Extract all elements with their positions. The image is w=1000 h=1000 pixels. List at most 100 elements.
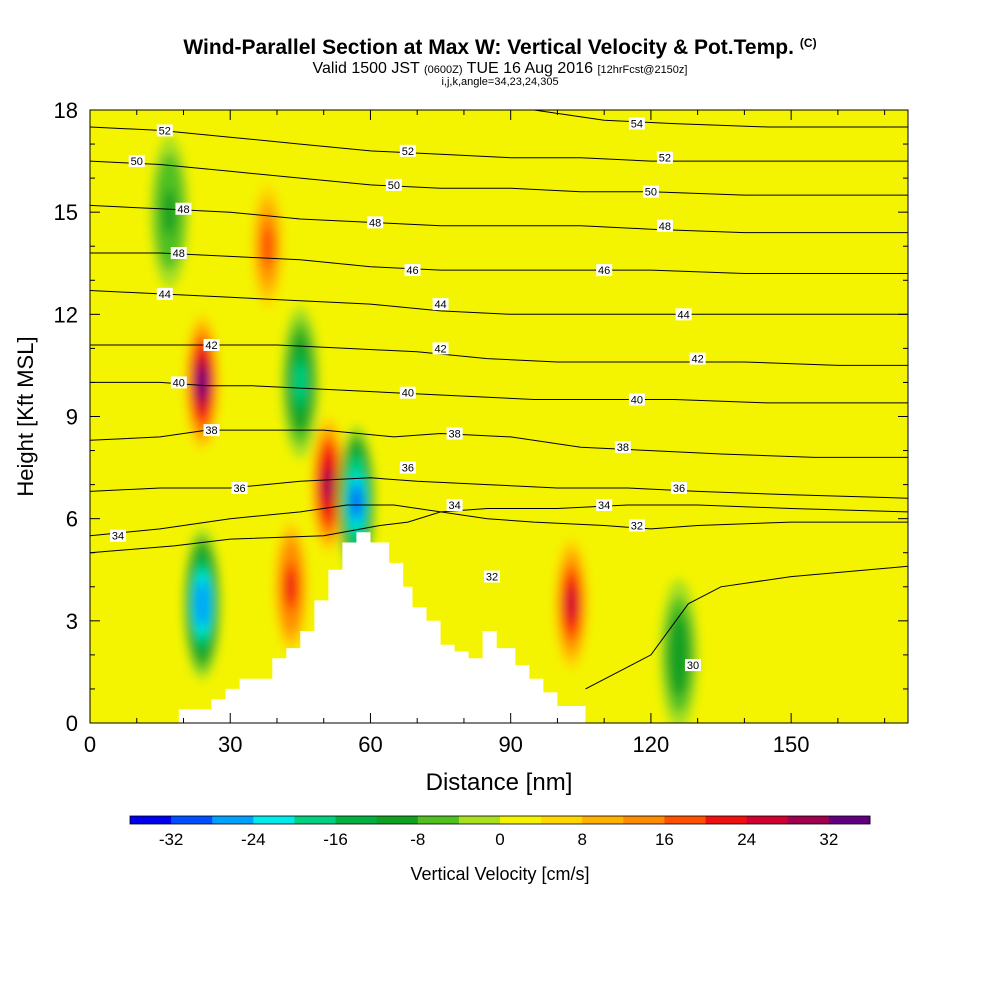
y-tick-label-0: 0 bbox=[66, 711, 78, 736]
colorbar-segment-4 bbox=[294, 816, 336, 824]
contour-label-32: 32 bbox=[631, 520, 643, 532]
downdraft-core-9 bbox=[162, 188, 177, 236]
theta-contour-44 bbox=[90, 290, 908, 315]
chart-subtitle-indices: i,j,k,angle=34,23,24,305 bbox=[441, 76, 559, 88]
contour-label-17: 38 bbox=[448, 429, 460, 441]
contour-label-20: 32 bbox=[486, 572, 498, 584]
contour-label-10: 52 bbox=[402, 146, 414, 158]
contour-label-27: 42 bbox=[692, 354, 704, 366]
contour-label-12: 48 bbox=[369, 217, 381, 229]
colorbar-label: Vertical Velocity [cm/s] bbox=[410, 864, 589, 884]
downdraft-core-8 bbox=[671, 631, 686, 679]
colorbar-segment-3 bbox=[253, 816, 295, 824]
contour-label-33: 30 bbox=[687, 660, 699, 672]
contour-label-9: 34 bbox=[112, 531, 124, 543]
y-tick-label-9: 9 bbox=[66, 405, 78, 430]
contour-label-bg-21 bbox=[628, 117, 645, 130]
contour-label-bg-16 bbox=[399, 386, 416, 399]
contour-label-bg-22 bbox=[656, 151, 673, 164]
contour-label-0: 52 bbox=[159, 125, 171, 137]
colorbar-segment-16 bbox=[787, 816, 830, 824]
theta-contour-50 bbox=[90, 160, 908, 196]
contour-label-bg-29 bbox=[614, 441, 631, 454]
x-axis-label: Distance [nm] bbox=[426, 769, 573, 796]
theta-contour-30 bbox=[585, 565, 908, 690]
downdraft-core-5 bbox=[197, 589, 208, 619]
chart-title-mark: (C) bbox=[799, 36, 817, 50]
contour-label-26: 44 bbox=[678, 309, 690, 321]
theta-contour-36 bbox=[90, 477, 908, 499]
contour-label-bg-6 bbox=[170, 376, 187, 389]
colorbar-segment-0 bbox=[130, 816, 172, 824]
contour-label-bg-28 bbox=[628, 393, 645, 406]
y-tick-label-12: 12 bbox=[54, 302, 78, 327]
colorbar-segment-7 bbox=[417, 816, 460, 824]
colorbar-tick--24: -24 bbox=[241, 830, 266, 849]
colorbar-segment-2 bbox=[212, 816, 254, 824]
contour-label-13: 46 bbox=[406, 265, 418, 277]
contour-label-bg-24 bbox=[656, 219, 673, 232]
colorbar-frame bbox=[129, 815, 871, 825]
contour-label-24: 48 bbox=[659, 221, 671, 233]
colorbar-segment-10 bbox=[541, 816, 583, 824]
contour-label-bg-7 bbox=[203, 424, 220, 437]
colorbar-tick--32: -32 bbox=[159, 830, 184, 849]
contour-label-4: 44 bbox=[159, 289, 171, 301]
contour-label-bg-31 bbox=[596, 499, 613, 512]
contour-label-bg-9 bbox=[110, 529, 127, 542]
contour-label-1: 50 bbox=[131, 156, 143, 168]
x-tick-label-30: 30 bbox=[218, 732, 242, 757]
downdraft-core-6 bbox=[351, 487, 362, 516]
contour-label-16: 40 bbox=[402, 388, 414, 400]
contour-label-bg-12 bbox=[367, 216, 384, 229]
contour-label-bg-26 bbox=[675, 308, 692, 321]
colorbar-tick-24: 24 bbox=[737, 830, 756, 849]
contour-label-bg-10 bbox=[399, 144, 416, 157]
theta-contour-52 bbox=[90, 126, 908, 162]
contour-label-18: 36 bbox=[402, 463, 414, 475]
contour-label-22: 52 bbox=[659, 153, 671, 165]
x-tick-label-0: 0 bbox=[84, 732, 96, 757]
x-tick-label-120: 120 bbox=[633, 732, 670, 757]
contour-label-bg-32 bbox=[628, 519, 645, 532]
velocity-field bbox=[150, 136, 698, 723]
colorbar-segment-5 bbox=[335, 816, 378, 824]
contour-label-7: 38 bbox=[205, 425, 217, 437]
subtitle-forecast: [12hrFcst@2150z] bbox=[597, 64, 688, 76]
y-tick-label-15: 15 bbox=[54, 200, 78, 225]
colorbar-tick-32: 32 bbox=[819, 830, 838, 849]
contour-label-3: 48 bbox=[173, 248, 185, 260]
contour-label-bg-11 bbox=[385, 178, 402, 191]
contour-label-2: 48 bbox=[177, 204, 189, 216]
colorbar-tick-8: 8 bbox=[577, 830, 586, 849]
contour-label-bg-13 bbox=[404, 264, 421, 277]
colorbar-segment-6 bbox=[376, 816, 419, 824]
contour-label-15: 42 bbox=[434, 343, 446, 355]
theta-contours bbox=[90, 110, 908, 690]
contour-label-bg-3 bbox=[170, 247, 187, 260]
theta-contour-48 bbox=[90, 204, 908, 234]
y-tick-label-18: 18 bbox=[54, 98, 78, 123]
colorbar-segment-9 bbox=[500, 816, 542, 824]
contour-label-bg-8 bbox=[231, 482, 248, 495]
contour-label-28: 40 bbox=[631, 394, 643, 406]
contour-label-23: 50 bbox=[645, 187, 657, 199]
theta-contour-42 bbox=[90, 344, 908, 366]
contour-label-bg-4 bbox=[156, 287, 173, 300]
theta-contour-40 bbox=[90, 381, 908, 404]
contour-label-31: 34 bbox=[598, 500, 610, 512]
contour-label-bg-2 bbox=[175, 202, 192, 215]
contour-label-bg-15 bbox=[432, 342, 449, 355]
contour-label-bg-18 bbox=[399, 461, 416, 474]
contour-labels: 52 50 48 48 44 42 40 38 36 34 52 50 48 46 44 42 40 38 36 34… bbox=[110, 117, 706, 672]
x-tick-label-60: 60 bbox=[358, 732, 382, 757]
contour-label-bg-25 bbox=[596, 264, 613, 277]
subtitle-valid-time: Valid 1500 JST bbox=[312, 60, 424, 77]
theta-contour-34 bbox=[90, 504, 908, 537]
contour-label-bg-19 bbox=[446, 499, 463, 512]
chart-subtitle: Valid 1500 JST (0600Z) TUE 16 Aug 2016 [… bbox=[0, 60, 1000, 78]
contour-label-11: 50 bbox=[388, 180, 400, 192]
contour-label-5: 42 bbox=[205, 340, 217, 352]
colorbar-tick--16: -16 bbox=[323, 830, 348, 849]
contour-label-21: 54 bbox=[631, 119, 643, 131]
